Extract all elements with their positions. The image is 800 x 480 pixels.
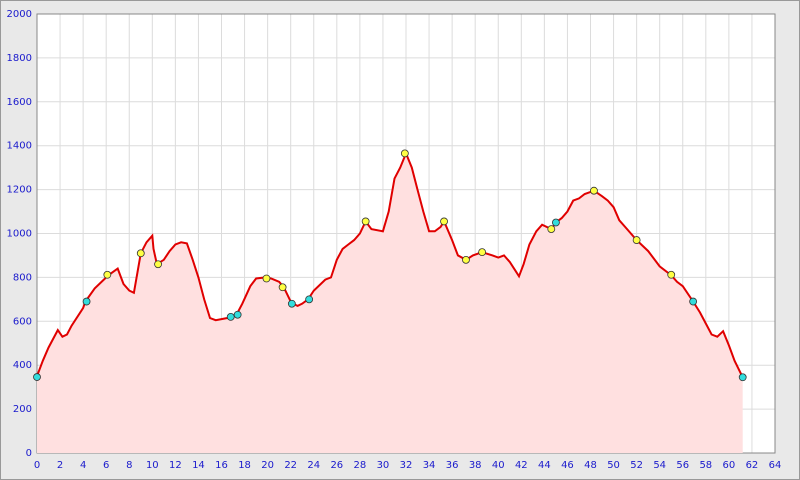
x-tick-label: 54: [653, 460, 666, 471]
y-tick-label: 1200: [7, 185, 32, 196]
x-tick-label: 38: [469, 460, 482, 471]
x-tick-label: 52: [630, 460, 643, 471]
waypoint-marker: [632, 236, 641, 244]
waypoint-marker: [440, 217, 448, 226]
waypoint-marker: [103, 270, 112, 279]
waypoint-marker: [278, 283, 287, 292]
x-tick-label: 36: [446, 460, 459, 471]
y-tick-label: 600: [13, 316, 32, 327]
waypoint-marker: [361, 217, 370, 226]
x-tick-label: 50: [607, 460, 620, 471]
waypoint-marker: [305, 295, 314, 304]
x-tick-label: 4: [80, 460, 86, 471]
x-tick-label: 14: [192, 460, 205, 471]
x-tick-label: 44: [538, 460, 551, 471]
y-tick-label: 200: [13, 404, 32, 415]
waypoint-marker: [738, 373, 747, 382]
waypoint-marker: [154, 260, 162, 269]
waypoint-marker: [462, 255, 470, 264]
x-tick-label: 12: [169, 460, 182, 471]
waypoint-marker: [262, 274, 271, 283]
waypoint-marker: [82, 297, 91, 306]
y-tick-label: 1800: [7, 53, 32, 64]
x-tick-label: 32: [400, 460, 413, 471]
y-tick-label: 2000: [7, 9, 32, 20]
y-tick-label: 1600: [7, 97, 32, 108]
waypoint-marker: [136, 249, 145, 258]
x-tick-label: 34: [423, 460, 436, 471]
x-tick-label: 40: [492, 460, 505, 471]
x-tick-label: 48: [584, 460, 597, 471]
y-tick-label: 0: [26, 448, 32, 459]
x-tick-label: 26: [330, 460, 343, 471]
x-tick-label: 62: [746, 460, 759, 471]
x-tick-label: 64: [769, 460, 782, 471]
waypoint-marker: [33, 373, 41, 381]
y-tick-label: 1400: [7, 141, 32, 152]
waypoint-marker: [552, 218, 560, 227]
x-tick-label: 6: [103, 460, 109, 471]
waypoint-marker: [547, 225, 556, 234]
x-tick-label: 60: [723, 460, 736, 471]
y-tick-label: 800: [13, 272, 32, 283]
x-tick-label: 28: [354, 460, 367, 471]
x-tick-label: 24: [307, 460, 320, 471]
x-tick-label: 22: [284, 460, 297, 471]
x-tick-label: 20: [261, 460, 274, 471]
waypoint-marker: [233, 310, 242, 319]
x-tick-label: 0: [34, 460, 40, 471]
x-tick-label: 2: [57, 460, 63, 471]
y-tick-label: 1000: [7, 229, 32, 240]
x-tick-label: 30: [377, 460, 390, 471]
x-tick-label: 18: [238, 460, 251, 471]
x-tick-label: 8: [126, 460, 132, 471]
y-tick-label: 400: [13, 360, 32, 371]
x-tick-label: 56: [676, 460, 689, 471]
waypoint-marker: [226, 313, 235, 321]
waypoint-marker: [590, 186, 598, 195]
waypoint-marker: [287, 299, 296, 308]
waypoint-marker: [689, 297, 698, 306]
x-tick-label: 16: [215, 460, 228, 471]
x-tick-label: 42: [515, 460, 528, 471]
area-fill: [37, 153, 743, 453]
waypoint-marker: [400, 149, 409, 158]
x-tick-label: 10: [146, 460, 159, 471]
waypoint-marker: [667, 270, 676, 279]
waypoint-marker: [478, 248, 487, 257]
x-tick-label: 58: [699, 460, 712, 471]
x-tick-label: 46: [561, 460, 574, 471]
